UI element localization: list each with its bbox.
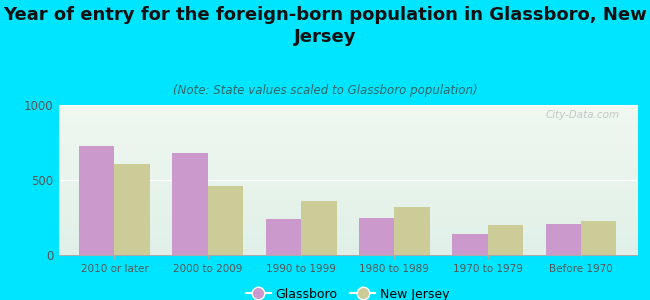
Bar: [581, 220, 616, 255]
Text: (Note: State values scaled to Glassboro population): (Note: State values scaled to Glassboro …: [173, 84, 477, 97]
Bar: [208, 186, 243, 255]
Bar: [452, 234, 488, 255]
Text: Year of entry for the foreign-born population in Glassboro, New
Jersey: Year of entry for the foreign-born popul…: [3, 6, 647, 46]
Bar: [266, 219, 301, 255]
Text: City-Data.com: City-Data.com: [545, 110, 619, 119]
Bar: [114, 164, 150, 255]
Bar: [172, 153, 208, 255]
Bar: [395, 207, 430, 255]
Bar: [79, 146, 114, 255]
Legend: Glassboro, New Jersey: Glassboro, New Jersey: [240, 283, 455, 300]
Bar: [545, 224, 581, 255]
Bar: [488, 225, 523, 255]
Bar: [301, 201, 337, 255]
Bar: [359, 218, 395, 255]
